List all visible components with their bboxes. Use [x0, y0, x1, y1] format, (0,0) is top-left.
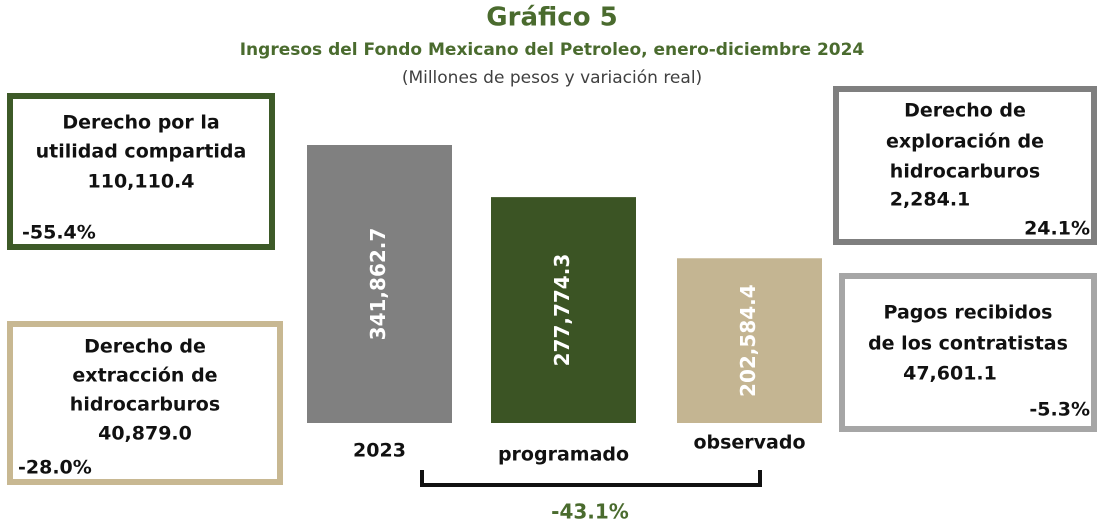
bracket [420, 470, 762, 487]
box-change: -5.3% [1029, 399, 1090, 421]
box-label: exploración de [886, 131, 1044, 153]
x-tick-label: 2023 [353, 440, 406, 462]
value-label: 202,584.4 [736, 284, 760, 397]
box-label: de los contratistas [868, 333, 1068, 355]
box-label: utilidad compartida [36, 141, 247, 163]
box-label: extracción de [72, 365, 217, 387]
box-value: 40,879.0 [98, 423, 192, 445]
box-label: Derecho por la [62, 112, 219, 134]
chart-title: Gráfico 5 [486, 3, 617, 33]
box-change: -55.4% [22, 222, 96, 244]
chart-note: (Millones de pesos y variación real) [402, 68, 702, 88]
change-label: -43.1% [551, 500, 629, 523]
x-tick-label: programado [498, 444, 629, 466]
x-tick-label: observado [693, 432, 805, 454]
bar [677, 258, 822, 423]
annotation-box [833, 86, 1097, 245]
box-change: -28.0% [18, 457, 92, 479]
box-label: Derecho de [84, 336, 206, 358]
box-label: Pagos recibidos [884, 302, 1053, 324]
chart-subtitle: Ingresos del Fondo Mexicano del Petroleo… [240, 40, 865, 60]
box-label: hidrocarburos [70, 394, 220, 416]
box-change: 24.1% [1024, 218, 1090, 240]
annotation-box [7, 321, 283, 485]
value-label: 277,774.3 [550, 254, 574, 367]
box-value: 47,601.1 [903, 363, 997, 385]
box-label: Derecho de [904, 100, 1026, 122]
box-value: 2,284.1 [890, 189, 971, 211]
box-label: hidrocarburos [890, 161, 1040, 183]
value-label: 341,862.7 [366, 228, 390, 341]
annotation-box [839, 273, 1097, 432]
bar [307, 145, 452, 423]
box-value: 110,110.4 [88, 171, 195, 193]
annotation-box [7, 93, 275, 250]
bar [491, 197, 636, 423]
